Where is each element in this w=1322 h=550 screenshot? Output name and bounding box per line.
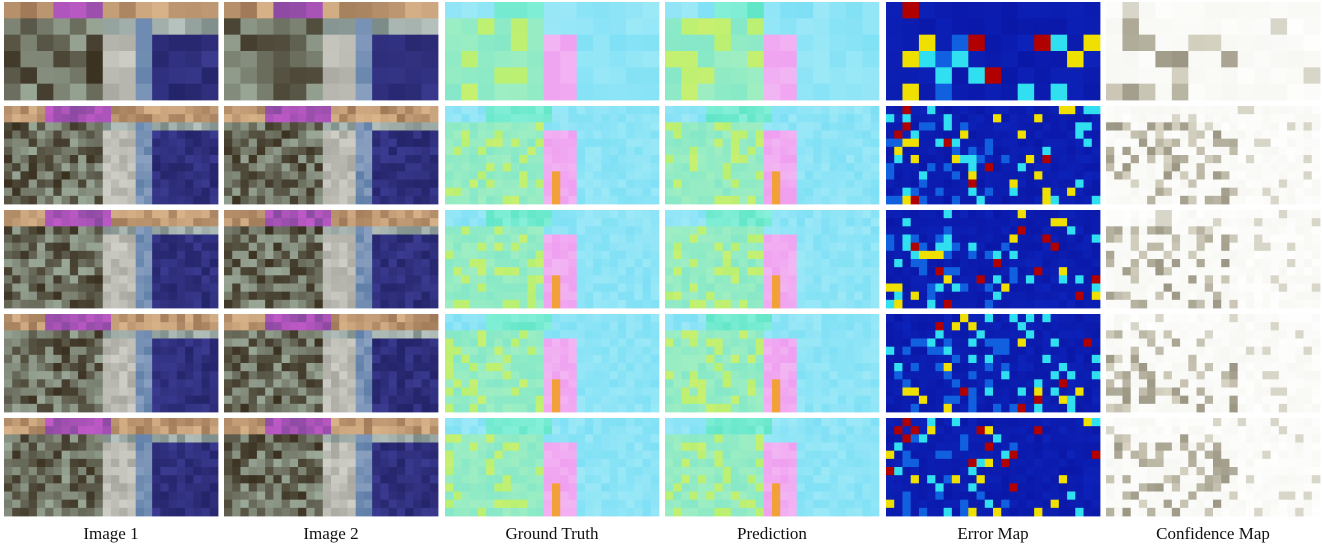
caption-error-map: Error Map [957, 524, 1029, 543]
panel-image1-row-3 [4, 210, 219, 309]
panel-flow-row-5 [445, 418, 660, 517]
panel-image2-row-1 [224, 2, 439, 101]
panel-error-row-5 [886, 418, 1101, 517]
panel-flow-row-4 [445, 314, 660, 413]
panel-flow-row-2 [445, 106, 660, 205]
panel-confidence-row-1 [1106, 2, 1321, 101]
panel-confidence-row-3 [1106, 210, 1321, 309]
panel-image2-row-4 [224, 314, 439, 413]
panel-flow_pred-row-2 [665, 106, 880, 205]
panel-image2-row-2 [224, 106, 439, 205]
panel-error-row-4 [886, 314, 1101, 413]
panel-error-row-1 [886, 2, 1101, 101]
panel-flow_pred-row-3 [665, 210, 880, 309]
panel-image2-row-3 [224, 210, 439, 309]
panel-confidence-row-5 [1106, 418, 1321, 517]
panel-confidence-row-4 [1106, 314, 1321, 413]
panel-grid [4, 2, 1321, 517]
caption-confidence-map: Confidence Map [1156, 524, 1270, 543]
panel-image1-row-2 [4, 106, 219, 205]
caption-prediction: Prediction [737, 524, 807, 543]
panel-error-row-3 [886, 210, 1101, 309]
panel-flow-row-1 [445, 2, 660, 101]
caption-ground-truth: Ground Truth [505, 524, 599, 543]
panel-flow_pred-row-1 [665, 2, 880, 101]
panel-flow_pred-row-4 [665, 314, 880, 413]
caption-image-2: Image 2 [303, 524, 359, 543]
panel-image1-row-1 [4, 2, 219, 101]
panel-flow-row-3 [445, 210, 660, 309]
panel-image1-row-4 [4, 314, 219, 413]
panel-flow_pred-row-5 [665, 418, 880, 517]
panel-error-row-2 [886, 106, 1101, 205]
panel-image2-row-5 [224, 418, 439, 517]
caption-image-1: Image 1 [83, 524, 139, 543]
panel-image1-row-5 [4, 418, 219, 517]
panel-confidence-row-2 [1106, 106, 1321, 205]
